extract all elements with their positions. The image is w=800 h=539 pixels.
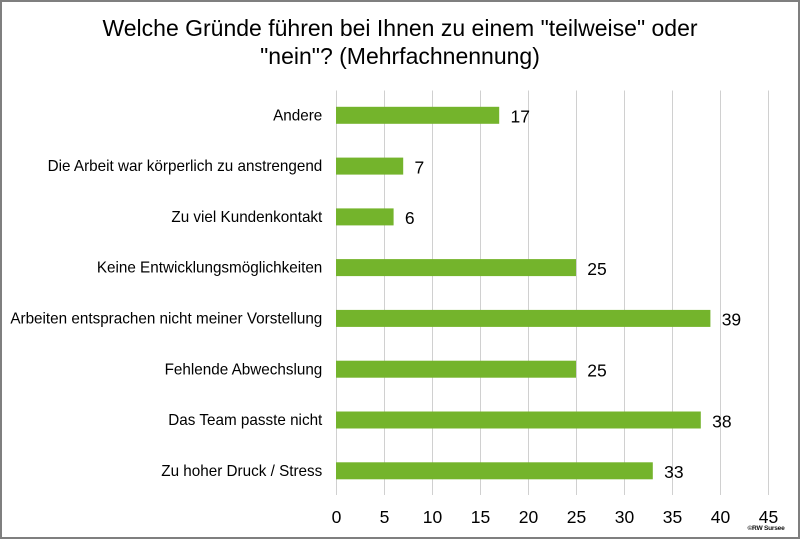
svg-text:39: 39 xyxy=(722,310,741,330)
svg-text:Keine Entwicklungsmöglichkeite: Keine Entwicklungsmöglichkeiten xyxy=(97,260,322,277)
svg-text:35: 35 xyxy=(663,507,682,527)
svg-text:25: 25 xyxy=(587,361,606,381)
svg-text:7: 7 xyxy=(415,157,425,177)
svg-text:6: 6 xyxy=(405,208,415,228)
svg-text:Zu hoher Druck / Stress: Zu hoher Druck / Stress xyxy=(161,463,322,480)
svg-text:25: 25 xyxy=(587,259,606,279)
svg-text:15: 15 xyxy=(471,507,490,527)
svg-text:40: 40 xyxy=(711,507,731,527)
svg-text:38: 38 xyxy=(712,411,731,431)
svg-text:25: 25 xyxy=(567,507,586,527)
svg-text:Das Team passte nicht: Das Team passte nicht xyxy=(168,412,323,429)
svg-text:0: 0 xyxy=(332,507,342,527)
svg-text:30: 30 xyxy=(615,507,635,527)
svg-text:45: 45 xyxy=(759,507,778,527)
svg-text:Die Arbeit war körperlich zu a: Die Arbeit war körperlich zu anstrengend xyxy=(48,158,323,175)
svg-text:Fehlende Abwechslung: Fehlende Abwechslung xyxy=(165,361,323,378)
svg-text:17: 17 xyxy=(511,107,530,127)
svg-text:Arbeiten entsprachen nicht mei: Arbeiten entsprachen nicht meiner Vorste… xyxy=(10,311,322,328)
svg-text:©RW Sursee: ©RW Sursee xyxy=(747,524,785,532)
svg-text:10: 10 xyxy=(423,507,443,527)
svg-text:Andere: Andere xyxy=(273,107,322,124)
svg-text:5: 5 xyxy=(380,507,390,527)
svg-text:20: 20 xyxy=(519,507,539,527)
svg-text:33: 33 xyxy=(664,462,683,482)
svg-text:Zu viel Kundenkontakt: Zu viel Kundenkontakt xyxy=(171,209,323,226)
